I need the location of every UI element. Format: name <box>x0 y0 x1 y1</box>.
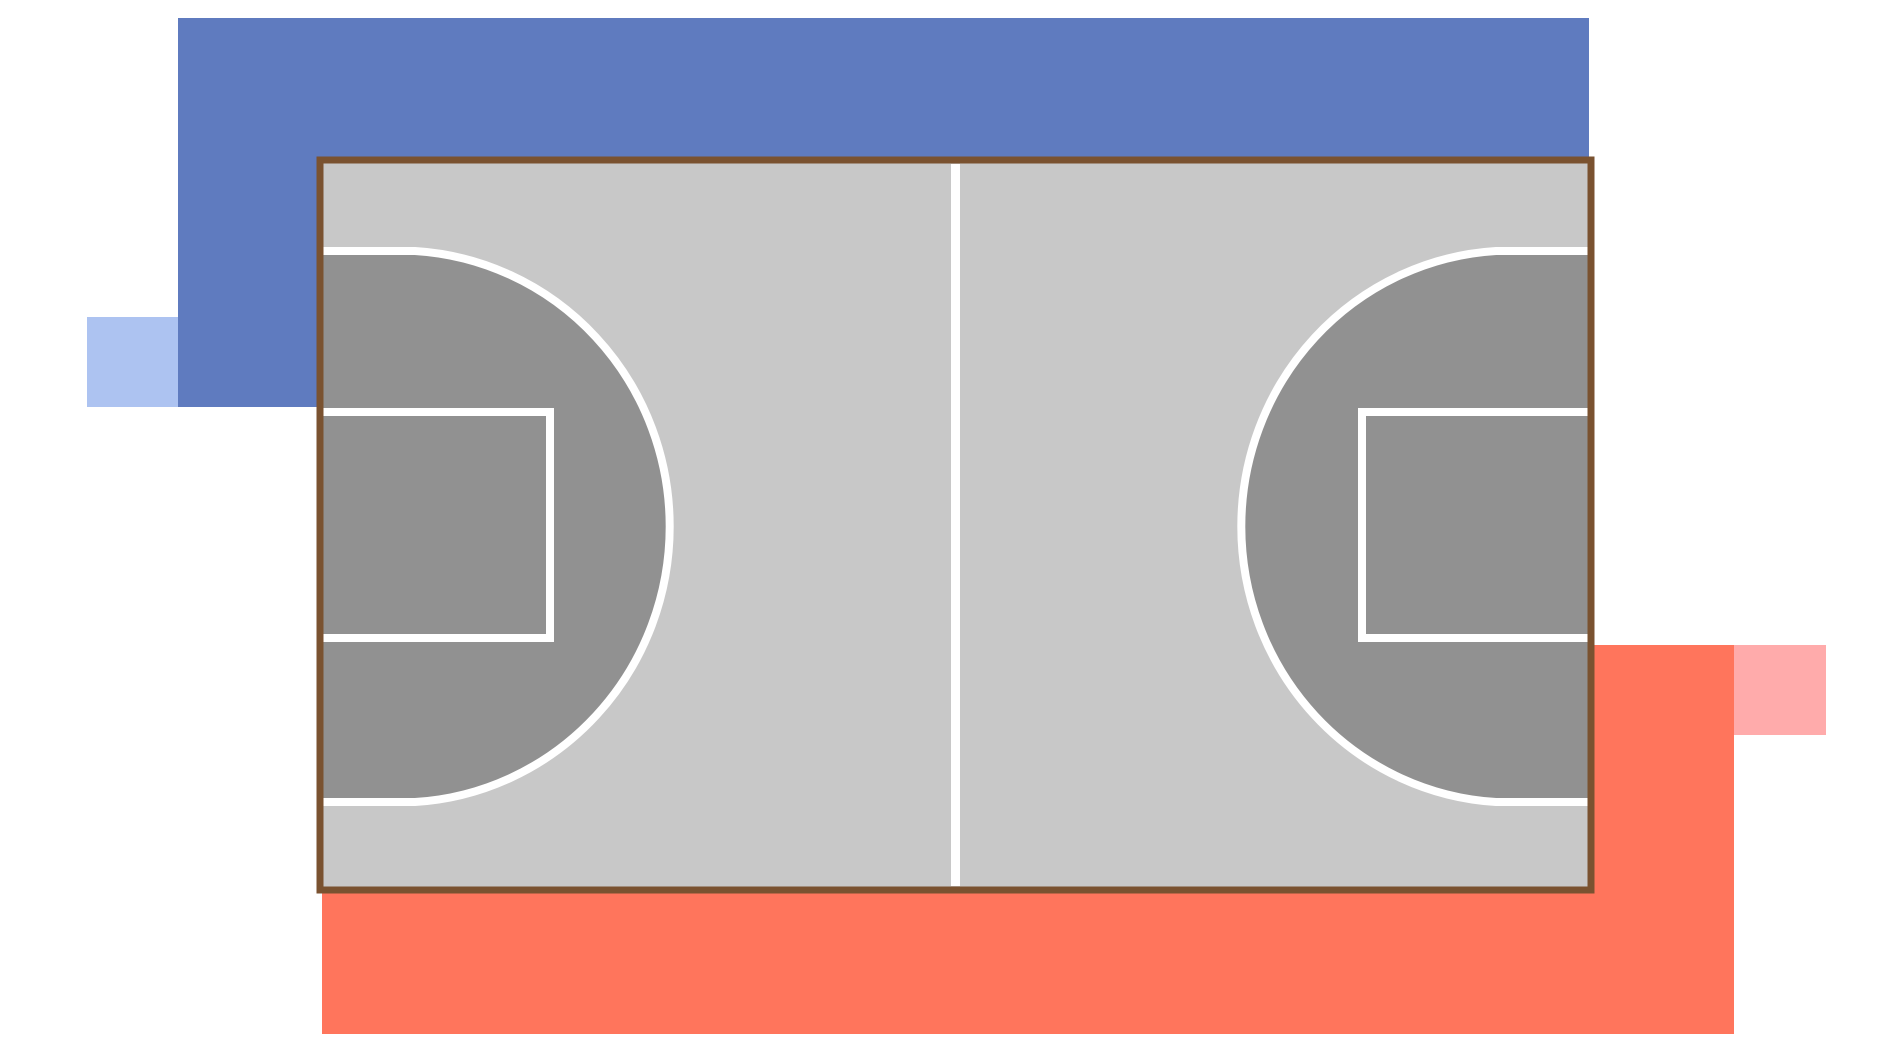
red-team-bench <box>1734 645 1826 735</box>
right-three-point-area <box>1241 251 1591 802</box>
left-free-throw-lane <box>320 408 554 642</box>
left-three-point-line <box>320 247 674 806</box>
blue-team-bench <box>87 317 178 407</box>
court-boundary <box>316 156 1595 894</box>
left-three-point-area <box>320 251 670 802</box>
half-court-line <box>951 164 960 886</box>
right-three-point-line <box>1237 247 1591 806</box>
right-free-throw-lane <box>1358 408 1591 642</box>
